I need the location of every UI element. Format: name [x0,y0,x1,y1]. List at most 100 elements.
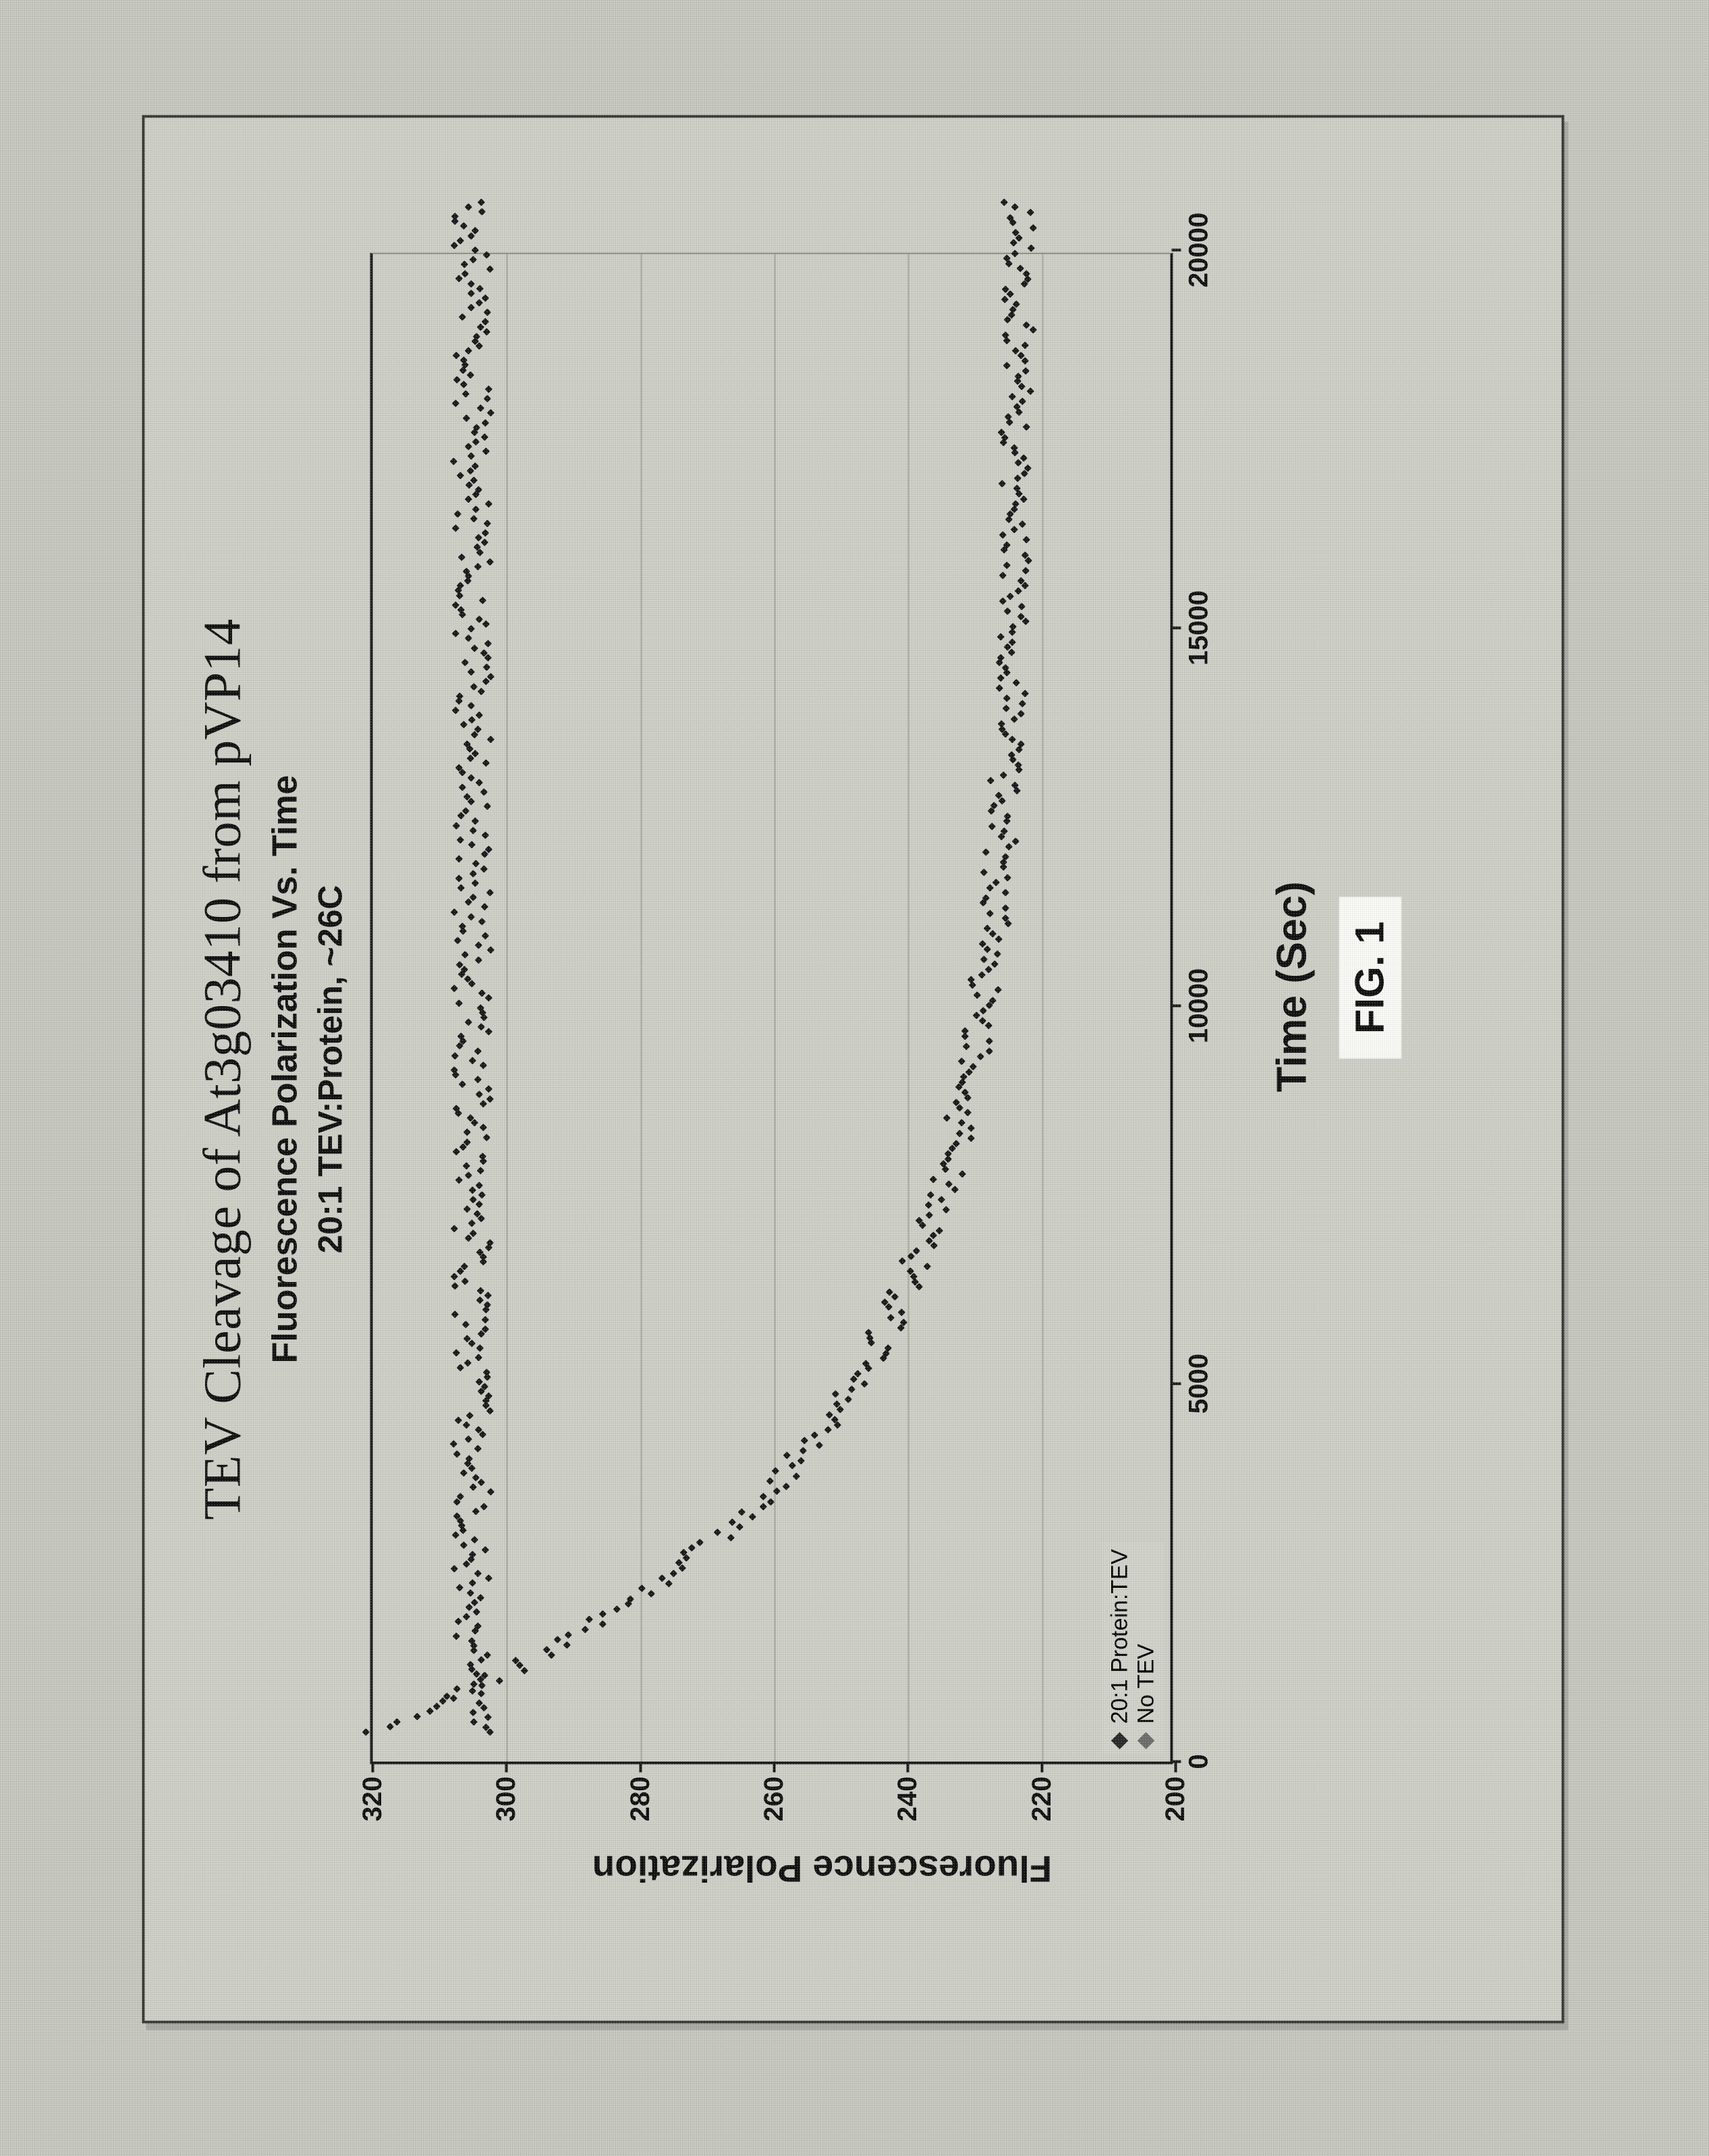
data-point [459,721,467,728]
data-point [464,1138,471,1146]
data-point [1021,690,1028,697]
data-point [484,640,491,647]
data-point [999,531,1007,538]
data-point [477,1287,484,1294]
data-point [788,1462,795,1469]
data-point [759,1503,766,1510]
data-point [458,313,466,321]
data-point [885,1288,893,1296]
data-point [1021,567,1029,574]
data-point [426,1707,433,1715]
data-point [481,932,488,939]
data-point [898,1308,905,1316]
data-point [479,1061,486,1069]
data-point [454,1416,461,1424]
data-point [1018,520,1026,528]
chart: Fluorescence Polarization 20:1 Protein:T… [370,232,1274,1906]
data-point [475,615,482,623]
data-point [460,260,468,268]
data-point [1017,352,1024,359]
data-point [478,208,485,215]
data-point [475,711,482,719]
x-tick-label: 0 [1183,1754,1214,1769]
chart-subtitle-1: Fluorescence Polarization Vs. Time [264,158,305,1980]
data-point [1011,203,1018,211]
y-axis-title: Fluorescence Polarization [592,1847,1052,1890]
data-point [475,1200,482,1208]
data-point [486,265,493,273]
x-tick-label: 15000 [1183,590,1214,665]
data-point [688,1544,695,1551]
data-point [979,1007,986,1014]
data-point [977,1053,984,1060]
data-point [462,1613,470,1620]
data-point [800,1447,807,1454]
data-point [967,1124,974,1132]
data-point [484,994,492,1001]
data-point [476,1296,483,1304]
data-point [936,1227,943,1234]
data-point [1010,526,1017,533]
data-point [986,884,993,891]
data-point [475,1090,482,1098]
data-point [451,1282,458,1290]
data-point [553,1636,561,1643]
data-point [482,1133,490,1140]
data-point [1017,710,1024,717]
data-point [457,884,464,891]
data-point [393,1717,400,1725]
data-point [451,1310,458,1318]
data-point [1016,265,1024,272]
data-point [613,1605,620,1613]
data-point [483,395,491,402]
data-point [467,702,474,709]
data-point [1017,603,1025,610]
data-point [467,773,474,781]
data-point [472,438,479,445]
y-tick-label: 240 [893,1776,923,1821]
data-point [476,404,484,412]
data-point [461,659,468,666]
data-point [460,1541,468,1548]
data-point [486,1095,493,1103]
data-point [455,1584,463,1591]
data-point [467,280,474,287]
data-point [984,1022,992,1029]
data-point [466,754,474,762]
data-point [469,1196,476,1203]
data-point [978,940,986,947]
data-point [967,1134,974,1142]
x-tick-label: 10000 [1183,968,1214,1043]
tick-x [1171,1004,1181,1007]
data-point [471,1599,478,1606]
data-point [475,299,482,306]
data-point [1004,607,1011,615]
data-point [449,1694,457,1702]
data-point [480,538,488,546]
data-point [479,1100,486,1107]
data-point [464,1018,472,1026]
data-point [484,1085,492,1093]
data-point [486,558,493,565]
data-point [1006,290,1013,298]
data-point [980,868,987,876]
data-point [484,1574,492,1582]
data-point [930,1242,938,1249]
data-point [1022,321,1030,329]
data-point [1003,561,1011,569]
data-point [847,1385,855,1393]
data-point [476,1378,483,1385]
data-point [468,452,475,460]
data-point [486,889,493,896]
data-point [486,1488,494,1495]
data-point [474,534,482,541]
data-point [464,1171,472,1179]
data-point [727,1534,734,1541]
data-point [912,1247,920,1254]
data-point [990,960,998,968]
data-point [994,986,1001,993]
data-point [362,1728,369,1736]
data-point [1001,296,1008,303]
data-point [386,1723,393,1730]
data-point [542,1646,550,1653]
